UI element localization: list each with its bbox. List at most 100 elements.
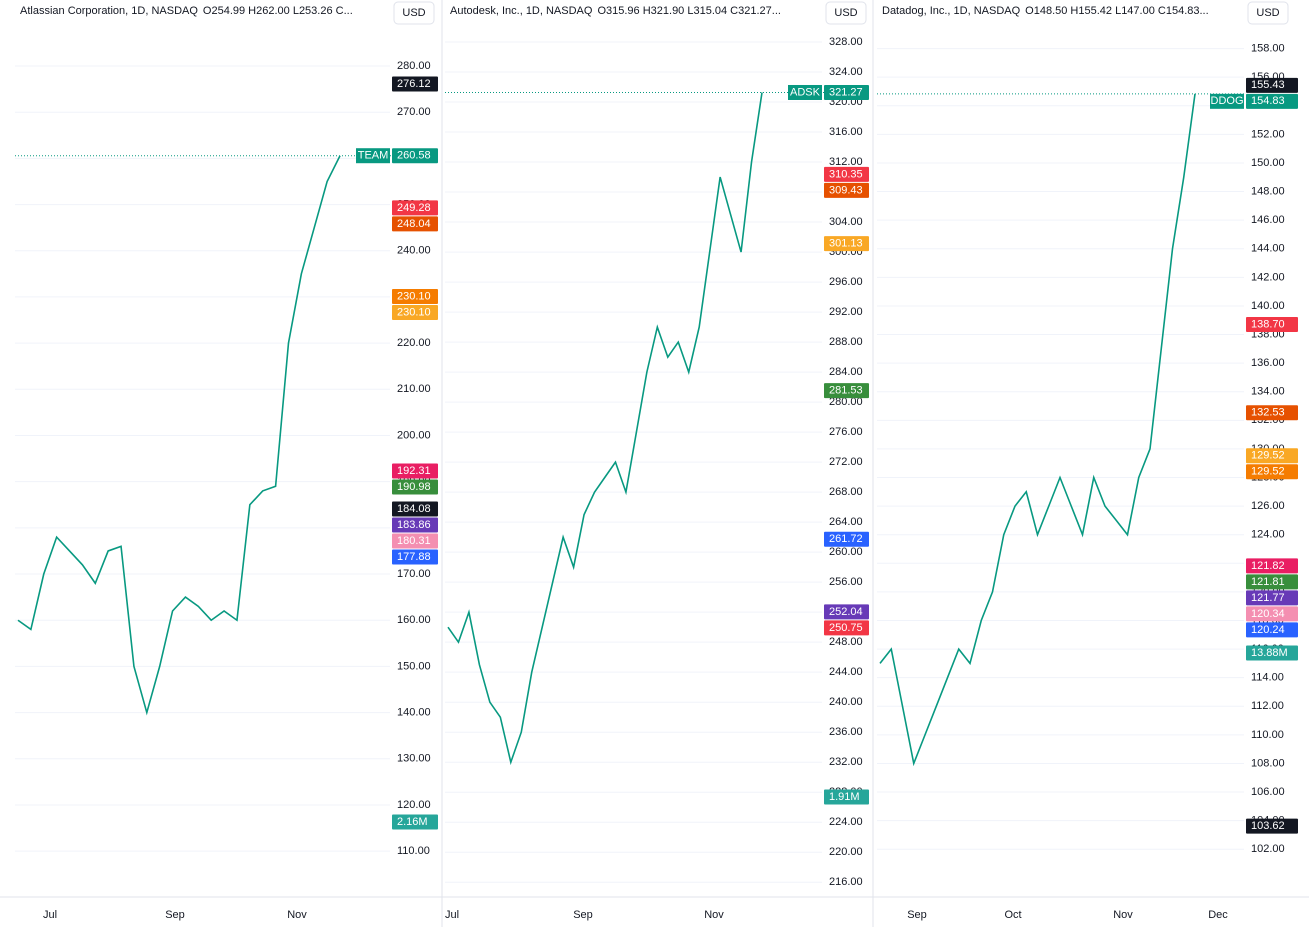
price-tag: 276.12 xyxy=(392,76,438,92)
y-tick-label: 170.00 xyxy=(397,568,431,580)
price-tag-bg xyxy=(392,479,438,495)
y-tick-label: 270.00 xyxy=(397,106,431,118)
y-tick-label: 276.00 xyxy=(829,426,863,438)
symbol-tag-bg xyxy=(788,84,822,100)
x-tick-label: Nov xyxy=(287,909,307,921)
y-tick-label: 146.00 xyxy=(1251,214,1285,226)
price-tag-bg xyxy=(824,604,869,620)
y-tick-label: 288.00 xyxy=(829,336,863,348)
y-tick-label: 256.00 xyxy=(829,576,863,588)
y-tick-label: 110.00 xyxy=(397,845,430,857)
x-tick-label: Oct xyxy=(1004,909,1021,921)
price-tag: 252.04 xyxy=(824,604,869,620)
price-tag-bg xyxy=(1246,464,1298,480)
price-tag-text: 301.13 xyxy=(829,237,863,249)
price-tag-text: 260.58 xyxy=(397,150,431,162)
y-tick-label: 328.00 xyxy=(829,36,863,48)
y-tick-label: 304.00 xyxy=(829,216,863,228)
price-tag: 121.82 xyxy=(1246,558,1298,574)
y-tick-label: 110.00 xyxy=(1251,729,1284,741)
x-tick-label: Dec xyxy=(1208,909,1228,921)
price-tag-text: 129.52 xyxy=(1251,450,1285,462)
price-tag: 183.86 xyxy=(392,517,438,533)
y-tick-label: 220.00 xyxy=(829,846,863,858)
y-tick-label: 216.00 xyxy=(829,876,863,888)
price-tag-bg xyxy=(824,383,869,399)
price-tag-text: 121.81 xyxy=(1251,576,1285,588)
currency: USD xyxy=(1256,7,1279,19)
price-tag: 250.75 xyxy=(824,620,869,636)
price-tag: 154.83 xyxy=(1246,93,1298,109)
price-tag-text: 103.62 xyxy=(1251,820,1285,832)
y-tick-label: 140.00 xyxy=(397,706,431,718)
price-tag-text: 276.12 xyxy=(397,78,431,90)
price-tag-bg xyxy=(824,531,869,547)
price-tag-text: 184.08 xyxy=(397,503,431,515)
price-tag-text: 281.53 xyxy=(829,385,863,397)
volume-tag: 1.91M xyxy=(824,789,869,805)
price-tag-text: 132.53 xyxy=(1251,407,1285,419)
header-ohlc: O254.99 H262.00 L253.26 C... xyxy=(203,5,353,17)
price-tag-text: 154.83 xyxy=(1251,95,1285,107)
x-tick-label: Sep xyxy=(165,909,185,921)
price-tag-text: 261.72 xyxy=(829,533,863,545)
y-tick-label: 268.00 xyxy=(829,486,863,498)
price-tag-bg xyxy=(824,166,869,182)
y-tick-label: 210.00 xyxy=(397,383,431,395)
y-tick-label: 292.00 xyxy=(829,306,863,318)
y-tick-label: 296.00 xyxy=(829,276,863,288)
price-tag: 129.52 xyxy=(1246,448,1298,464)
price-tag-bg xyxy=(392,148,438,164)
currency-button xyxy=(825,1,867,25)
y-tick-label: 316.00 xyxy=(829,126,863,138)
symbol-tag-bg xyxy=(1210,93,1244,109)
price-tag-bg xyxy=(1246,93,1298,109)
y-tick-label: 280.00 xyxy=(397,60,431,72)
price-tag: 301.13 xyxy=(824,236,869,252)
price-tag-bg xyxy=(1246,558,1298,574)
price-tag: 129.52 xyxy=(1246,464,1298,480)
y-tick-label: 240.00 xyxy=(397,245,431,257)
price-tag: 138.70 xyxy=(1246,317,1298,333)
symbol-tag-bg xyxy=(356,148,390,164)
y-tick-label: 280.00 xyxy=(829,396,863,408)
price-tag-text: 120.24 xyxy=(1251,624,1285,636)
y-tick-label: 272.00 xyxy=(829,456,863,468)
currency-button xyxy=(1247,1,1289,25)
price-tag-bg xyxy=(824,620,869,636)
price-tag: 230.10 xyxy=(392,304,438,320)
price-tag-bg xyxy=(392,216,438,232)
price-line xyxy=(879,93,1196,767)
price-tag: 249.28 xyxy=(392,200,438,216)
header-title: Autodesk, Inc., 1D, NASDAQ xyxy=(450,5,593,17)
price-tag-bg xyxy=(392,517,438,533)
price-tag-bg xyxy=(392,304,438,320)
price-tag-bg xyxy=(1246,448,1298,464)
price-tag-bg xyxy=(1246,590,1298,606)
price-tag-text: 180.31 xyxy=(397,535,431,547)
price-tag-text: 249.28 xyxy=(397,202,431,214)
symbol-tag: DDOG xyxy=(1210,93,1244,109)
price-tag: 177.88 xyxy=(392,549,438,565)
y-tick-label: 124.00 xyxy=(1251,529,1285,541)
symbol-tag: ADSK xyxy=(788,84,822,100)
y-tick-label: 112.00 xyxy=(1251,700,1284,712)
price-tag-bg xyxy=(824,84,869,100)
price-tag-text: 250.75 xyxy=(829,622,863,634)
y-tick-label: 324.00 xyxy=(829,66,863,78)
y-tick-label: 160.00 xyxy=(397,614,431,626)
header-ohlc: O148.50 H155.42 L147.00 C154.83... xyxy=(1025,5,1208,17)
price-tag-bg xyxy=(824,182,869,198)
price-tag: 155.43 xyxy=(1246,77,1298,93)
price-tag-bg xyxy=(1246,622,1298,638)
y-tick-label: 152.00 xyxy=(1251,128,1285,140)
price-tag: 261.72 xyxy=(824,531,869,547)
price-tag: 310.35 xyxy=(824,166,869,182)
price-tag-bg xyxy=(392,501,438,517)
price-tag-text: 121.82 xyxy=(1251,560,1285,572)
x-tick-label: Sep xyxy=(907,909,927,921)
y-tick-label: 136.00 xyxy=(1251,357,1285,369)
header-title: Atlassian Corporation, 1D, NASDAQ xyxy=(20,5,198,17)
volume-tag-text: 1.91M xyxy=(829,791,860,803)
